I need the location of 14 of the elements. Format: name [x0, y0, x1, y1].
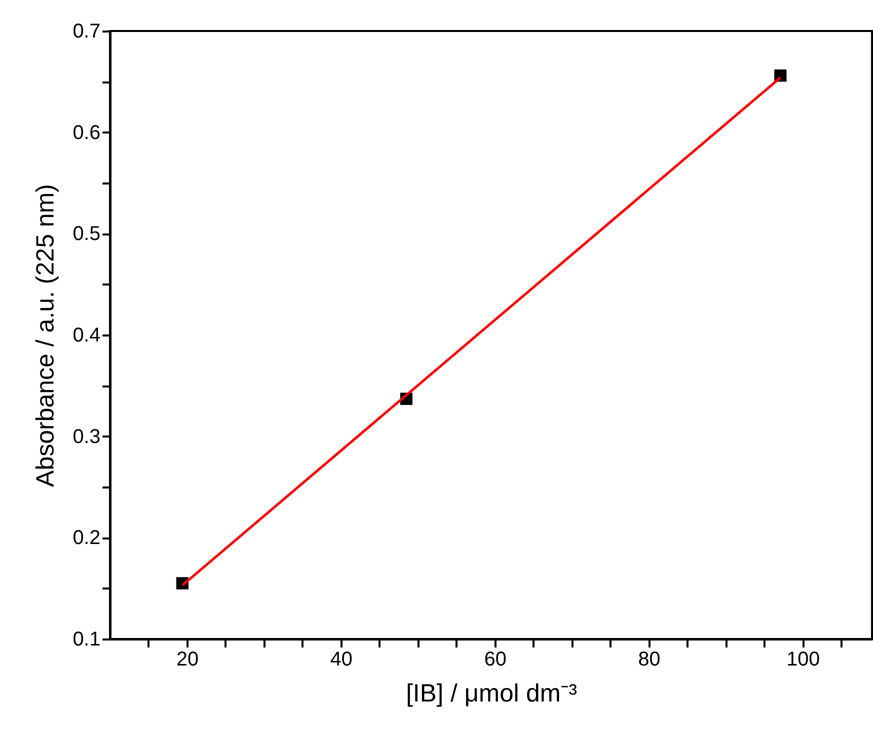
x-tick-label: 20: [176, 648, 199, 670]
y-tick-label: 0.4: [72, 324, 100, 346]
y-axis-title: Absorbance / a.u. (225 nm): [32, 184, 60, 487]
y-tick-label: 0.2: [72, 527, 100, 550]
y-tick-label: 0.1: [72, 628, 100, 650]
y-tick-label: 0.5: [72, 223, 100, 246]
x-tick-label: 80: [638, 648, 660, 670]
y-tick-label: 0.3: [72, 426, 100, 448]
x-tick-label: 60: [484, 648, 506, 670]
y-tick-label: 0.6: [72, 122, 100, 144]
y-tick-label: 0.7: [72, 20, 100, 42]
x-tick-label: 40: [330, 648, 353, 670]
x-tick-label: 100: [786, 648, 820, 670]
x-axis-title: [IB] / μmol dm⁻³: [406, 680, 578, 708]
